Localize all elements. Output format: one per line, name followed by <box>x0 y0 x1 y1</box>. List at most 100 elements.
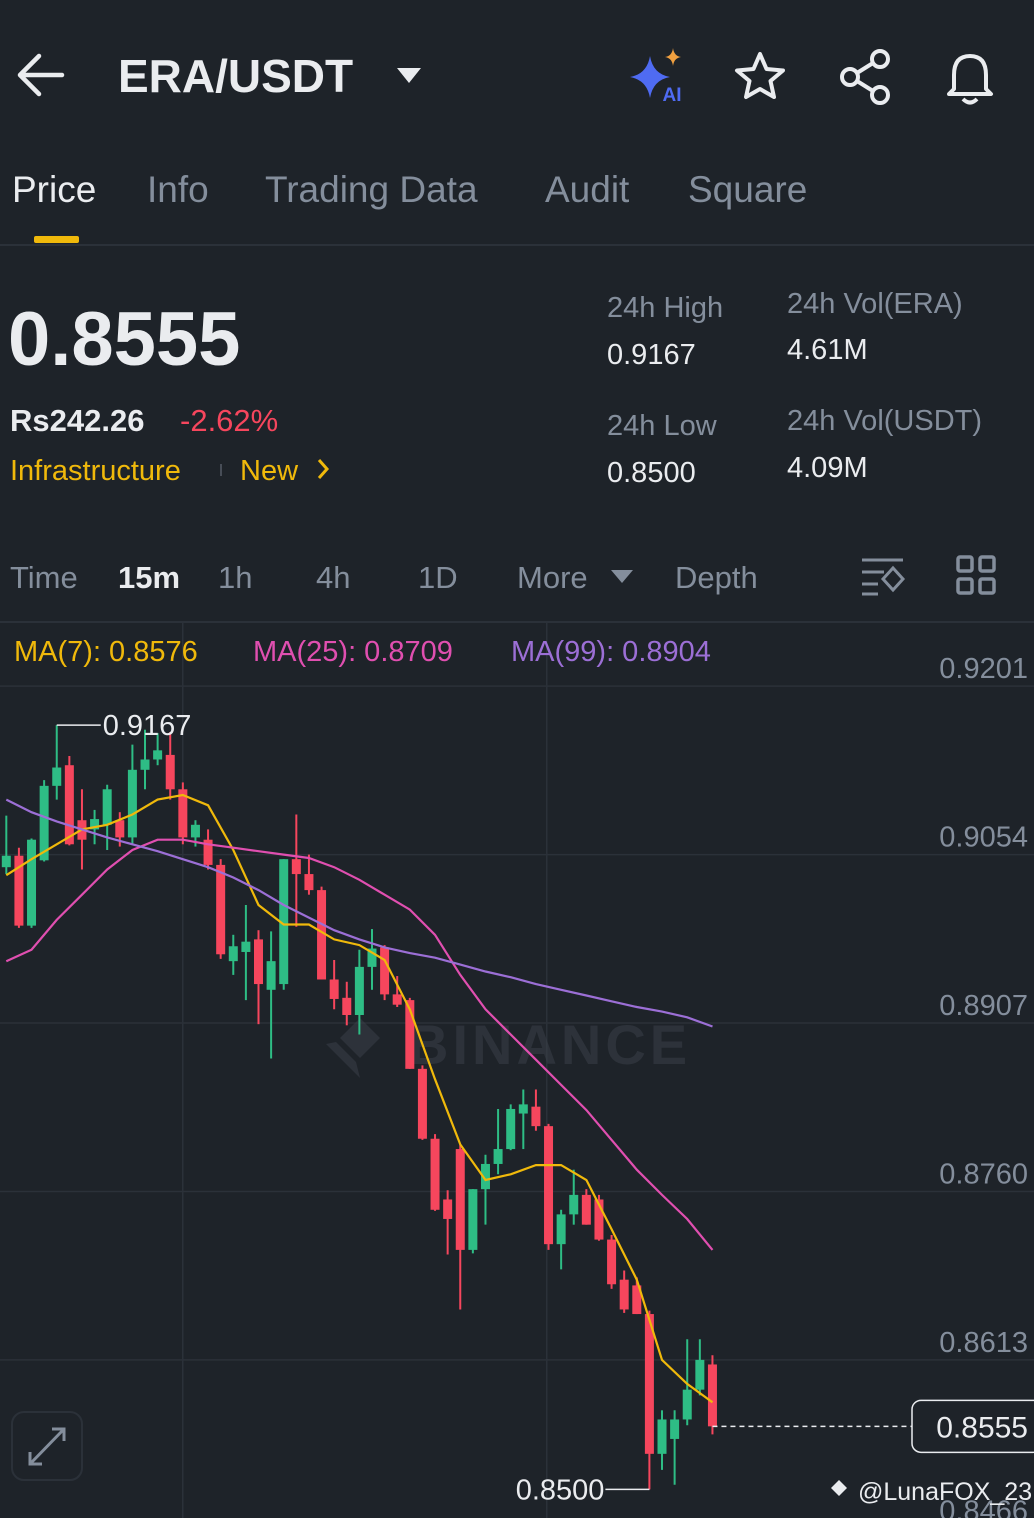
candle-body <box>254 939 263 985</box>
candlestick-chart: 0.9201 0.9054 0.8907 0.8760 0.8613 0.8466 BIN… <box>0 623 1034 1518</box>
indicator-settings[interactable] <box>862 558 906 596</box>
share-node <box>870 85 890 105</box>
candle-body <box>569 1194 579 1215</box>
credit-logo <box>831 1480 847 1496</box>
tab[interactable]: Price <box>12 169 96 210</box>
pair-title[interactable]: ERA/USDT <box>118 50 353 102</box>
candle-body <box>342 997 352 1016</box>
stats: 24h High 0.9167 24h Vol(ERA) 4.61M 24h L… <box>607 288 982 489</box>
candle-body <box>632 1285 642 1315</box>
candle-body <box>329 979 339 999</box>
candle-body <box>556 1214 566 1245</box>
candle-body <box>707 1364 717 1427</box>
candle-body <box>216 864 226 955</box>
interval[interactable]: 15m <box>118 560 180 595</box>
candle-body <box>354 966 364 1016</box>
category-tag[interactable]: Infrastructure <box>10 455 181 487</box>
y-tick-label: 0.8466 <box>939 1495 1028 1518</box>
candle-body <box>317 890 327 980</box>
ai-sparkle-small <box>665 48 681 66</box>
pair-dropdown[interactable] <box>397 68 421 83</box>
candles <box>1 725 717 1490</box>
tab[interactable]: Square <box>688 169 807 210</box>
vertical-grid-line <box>182 623 184 1518</box>
candle-body <box>190 824 200 838</box>
ma-line <box>5 838 714 1251</box>
candle-body <box>531 1106 541 1127</box>
candle-body <box>115 820 125 838</box>
candle-body <box>153 750 163 760</box>
tab-bar: Price Info Trading Data Audit Square <box>12 169 807 210</box>
price-change: -2.62% <box>180 403 278 438</box>
candle-body <box>417 1068 427 1139</box>
interval[interactable]: 4h <box>316 560 350 595</box>
watermark-logo <box>326 1018 380 1078</box>
candle-body <box>581 1194 591 1225</box>
tab[interactable]: Info <box>147 169 209 210</box>
fullscreen-button[interactable] <box>11 1411 83 1481</box>
interval[interactable]: Time <box>10 560 78 595</box>
last-price-label: 0.8555 <box>936 1411 1028 1444</box>
candle-body <box>52 767 62 786</box>
stat-label: 24h Low <box>607 410 718 442</box>
candle-body <box>178 789 188 838</box>
new-badge[interactable]: New <box>240 455 299 487</box>
candle-body <box>203 839 213 865</box>
ai-button[interactable]: AI <box>630 48 682 106</box>
candle-body <box>443 1199 453 1219</box>
annotation-label: 0.8500 <box>516 1474 605 1506</box>
candle-body <box>506 1108 516 1150</box>
ma-line <box>5 798 713 1028</box>
alert-button[interactable] <box>947 54 993 105</box>
favorite-button[interactable] <box>735 52 785 99</box>
candle-body <box>266 961 276 990</box>
stat-label: 24h Vol(USDT) <box>787 405 982 437</box>
legend: MA(7): 0.8576 MA(25): 0.8709 MA(99): 0.8… <box>14 636 711 668</box>
interval[interactable]: More <box>517 560 588 595</box>
layout-cell <box>978 555 996 573</box>
candle-body <box>518 1104 528 1114</box>
candle-body <box>392 994 402 1005</box>
divider <box>0 244 1034 246</box>
interval[interactable]: 1D <box>418 560 458 595</box>
candle-body <box>405 1000 415 1069</box>
interval[interactable]: Depth <box>675 560 758 595</box>
candle-body <box>241 941 251 952</box>
y-tick-label: 0.8907 <box>939 990 1028 1022</box>
candle-body <box>1 855 11 868</box>
chevron <box>317 459 330 479</box>
overlay: 0.9167 0.8500 0.8555 <box>56 710 1034 1506</box>
interval[interactable]: 1h <box>218 560 252 595</box>
tab-indicator <box>34 236 79 243</box>
candle-body <box>291 859 301 875</box>
watermark: BINANCE <box>326 1013 687 1078</box>
layout-cell <box>978 577 996 595</box>
candle-body <box>607 1239 617 1285</box>
more-dropdown <box>611 570 633 583</box>
annotation-label: 0.9167 <box>103 710 192 742</box>
stat-value: 0.9167 <box>607 339 696 371</box>
y-tick-label: 0.8613 <box>939 1327 1028 1359</box>
candle-body <box>14 855 24 926</box>
candle-body <box>657 1419 667 1454</box>
stat-label: 24h High <box>607 292 723 324</box>
expand-icon <box>28 1427 66 1466</box>
candle-body <box>682 1389 692 1420</box>
share-button[interactable] <box>840 49 890 105</box>
back-button[interactable] <box>17 53 65 97</box>
candle-body <box>127 769 137 838</box>
layout-cell <box>956 555 974 573</box>
candle-body <box>380 947 390 995</box>
candle-body <box>39 785 49 861</box>
y-tick-label: 0.9201 <box>939 653 1028 685</box>
candle-body <box>480 1163 490 1190</box>
tab[interactable]: Trading Data <box>265 169 478 210</box>
candle-body <box>644 1314 654 1454</box>
candle-body <box>670 1419 680 1439</box>
tab[interactable]: Audit <box>545 169 630 210</box>
layout-button[interactable] <box>956 555 996 595</box>
candle-body <box>493 1149 503 1164</box>
share-link <box>855 61 875 93</box>
